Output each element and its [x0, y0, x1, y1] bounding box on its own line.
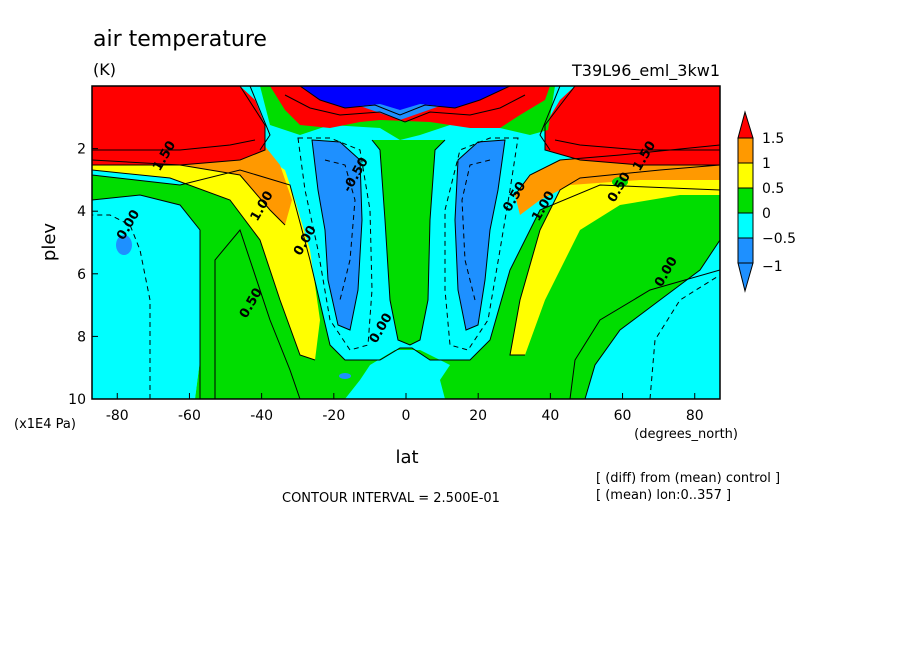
contour-line: [92, 194, 201, 399]
colorbar-yellow: [737, 162, 754, 189]
colorbar-cyan: [737, 212, 754, 239]
x-tick-label: -60: [178, 408, 201, 424]
red-max-left: [92, 86, 175, 150]
chart-units: (K): [93, 60, 116, 79]
contour-line: [371, 139, 446, 346]
contour-line: [509, 164, 720, 356]
experiment-name: T39L96_eml_3kw1: [571, 61, 720, 81]
y-tick-label: 2: [77, 142, 86, 158]
x-tick-label: -40: [250, 408, 273, 424]
contour-line: [569, 269, 720, 399]
mean-note: [ (mean) lon:0..357 ]: [596, 488, 731, 503]
contour-line: [584, 239, 720, 399]
band-blue-left-core: [312, 140, 362, 330]
x-tick-label: 60: [614, 408, 632, 424]
contour-line: [92, 214, 151, 399]
contour-line: [544, 86, 720, 166]
blue-blob-south-low: [339, 373, 351, 379]
x-units-label: (degrees_north): [634, 427, 738, 442]
colorbar-orange: [737, 137, 754, 164]
x-tick-label: 20: [469, 408, 487, 424]
x-tick-label: -20: [322, 408, 345, 424]
contour-line: [92, 86, 266, 166]
green-blob-north: [612, 177, 628, 187]
contour-line: [92, 169, 316, 361]
colorbar-green: [737, 187, 754, 214]
contour-line: [461, 159, 491, 301]
diff-note: [ (diff) from (mean) control ]: [596, 471, 780, 486]
colorbar: 1.5 1 0.5 0 −0.5 −1: [737, 110, 796, 293]
contour-line: [297, 137, 373, 351]
colorbar-label: −0.5: [762, 231, 796, 247]
colorbar-label: 0: [762, 206, 771, 222]
x-tick-label: 40: [541, 408, 559, 424]
band-cyan-south-lower: [92, 195, 200, 399]
x-axis: -80 -60 -40 -20 0 20 40 60 80: [106, 393, 704, 424]
contour-line: [554, 139, 720, 151]
contour-line: [284, 94, 526, 123]
x-tick-label: -80: [106, 408, 129, 424]
contour-line: [649, 274, 720, 399]
band-blue-right-core: [455, 140, 505, 330]
contour-line: [444, 137, 519, 351]
band-half-to-one-right: [510, 165, 720, 355]
contour-lines: [92, 86, 720, 399]
y-tick-label: 10: [68, 392, 86, 408]
y-tick-label: 6: [77, 267, 86, 283]
y-tick-label: 4: [77, 204, 86, 220]
contour-line: [92, 169, 720, 361]
chart-title: air temperature: [93, 27, 267, 52]
band-equator-green: [372, 140, 445, 345]
y-units-label: (x1E4 Pa): [14, 417, 76, 432]
contour-line: [92, 159, 286, 226]
contour-line: [311, 139, 363, 331]
contour-line: [539, 86, 561, 151]
contour-line: [92, 139, 256, 151]
x-tick-label: 0: [402, 408, 411, 424]
colorbar-label: 1.5: [762, 131, 784, 147]
y-axis: 2 4 6 8 10: [68, 142, 98, 408]
contour-plot-area: 0.000.501.000.00-0.500.001.500.50 1.000.5…: [92, 86, 720, 399]
colorbar-lightblue: [737, 237, 754, 264]
contour-line: [324, 159, 356, 301]
contour-line: [299, 86, 511, 116]
colorbar-label: 1: [762, 156, 771, 172]
colorbar-label: 0.5: [762, 181, 784, 197]
y-axis-label: plev: [39, 223, 60, 262]
band-top-blue: [300, 86, 510, 115]
blue-blob-south: [116, 235, 132, 255]
colorbar-blue-tip: [737, 262, 754, 293]
band-cyan-north-lower: [585, 240, 720, 399]
band-top-lightblue: [360, 104, 440, 120]
x-axis-label: lat: [395, 447, 418, 468]
contour-line: [249, 86, 271, 151]
colorbar-label: −1: [762, 259, 783, 275]
contour-line: [214, 228, 301, 399]
contour-line: [454, 139, 506, 331]
y-tick-label: 8: [77, 329, 86, 345]
x-tick-label: 80: [686, 408, 704, 424]
contour-interval-text: CONTOUR INTERVAL = 2.500E-01: [282, 491, 500, 506]
band-half-to-one-left: [92, 160, 320, 360]
negative-contour-lines: [92, 137, 720, 399]
contour-line: [514, 144, 720, 196]
red-max-right: [635, 86, 720, 150]
